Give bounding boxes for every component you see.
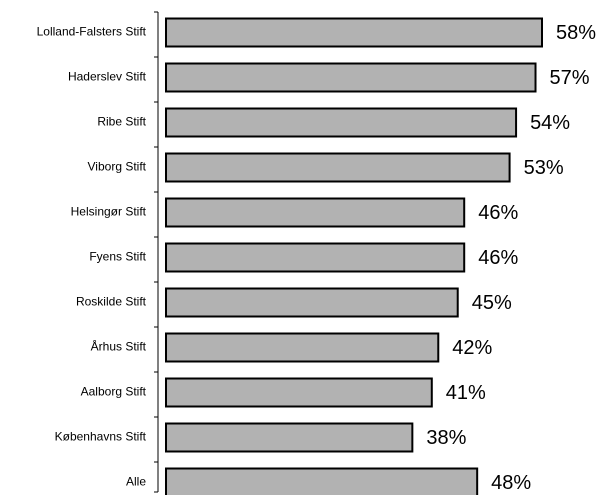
category-label: Fyens Stift [89,250,146,264]
category-label: Aalborg Stift [81,385,147,399]
category-label: Københavns Stift [55,430,147,444]
value-label: 53% [524,157,564,179]
value-label: 58% [556,22,596,44]
category-label: Århus Stift [91,339,147,354]
category-label: Viborg Stift [88,160,147,174]
bar [165,332,440,363]
category-label: Lolland-Falsters Stift [37,25,147,39]
category-label: Helsingør Stift [71,205,147,219]
value-label: 38% [426,427,466,449]
category-labels: Lolland-Falsters Stift Haderslev Stift Rib… [37,25,147,489]
bar [165,197,466,228]
value-label: 54% [530,112,570,134]
y-axis-ticks [154,11,158,493]
bar-series [165,17,543,495]
value-label: 46% [478,247,518,269]
bar [165,377,433,408]
bar [165,17,543,48]
category-label: Alle [126,475,146,489]
category-label: Roskilde Stift [76,295,147,309]
bar [165,152,511,183]
bar [165,422,414,453]
value-label: 57% [550,67,590,89]
category-label: Haderslev Stift [68,70,147,84]
bar [165,467,479,495]
value-labels: 58% 57% 54% 53% 46% 46% 45% 42% 41% 38% 48% [426,22,596,494]
value-label: 46% [478,202,518,224]
bar [165,287,459,318]
value-label: 42% [452,337,492,359]
value-label: 48% [491,472,531,494]
bar [165,107,518,138]
bar [165,242,466,273]
category-label: Ribe Stift [97,115,146,129]
value-label: 41% [446,382,486,404]
bar [165,62,537,93]
value-label: 45% [472,292,512,314]
